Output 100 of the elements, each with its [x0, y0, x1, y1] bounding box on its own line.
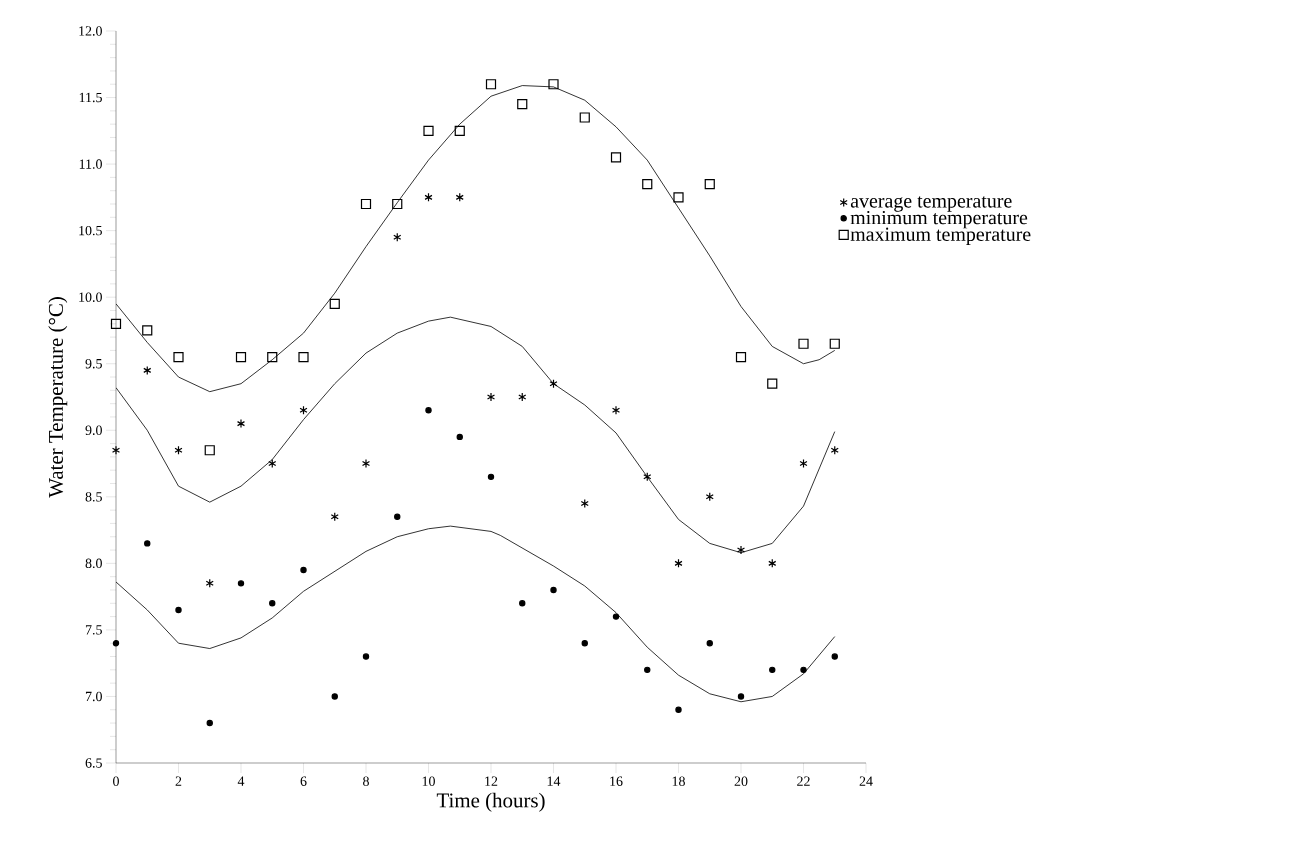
point: [424, 192, 433, 202]
point: [175, 606, 182, 614]
point: [799, 458, 808, 469]
point: [800, 666, 807, 674]
point: [644, 666, 651, 674]
y-tick-label: 7.5: [85, 625, 102, 635]
point: [550, 586, 557, 594]
point: [486, 392, 496, 402]
point: [394, 513, 401, 520]
point: [798, 338, 809, 349]
x-tick-label: 24: [859, 776, 873, 786]
y-tick-label: 9.5: [85, 359, 102, 369]
point: [769, 666, 776, 674]
point: [612, 613, 620, 620]
point: [206, 719, 213, 727]
x-tick-label: 0: [113, 776, 119, 786]
point: [267, 351, 278, 363]
y-tick-label: 11.0: [79, 159, 102, 169]
point: [455, 192, 464, 202]
y-tick-label: 9.0: [85, 425, 102, 436]
y-tick-label: 10.5: [79, 225, 102, 236]
point: [173, 351, 184, 363]
point: [110, 318, 122, 329]
point: [518, 392, 527, 402]
point: [830, 445, 839, 455]
point: [298, 351, 309, 363]
point: [674, 558, 683, 568]
point: [300, 566, 307, 574]
point: [268, 458, 277, 469]
x-tick-label: 8: [363, 776, 369, 786]
point: [611, 405, 621, 415]
y-tick-label: 8.0: [85, 558, 102, 569]
point: [737, 693, 745, 700]
point: [675, 706, 682, 713]
point: [331, 693, 338, 700]
point: [579, 112, 590, 123]
y-tick-label: 10.0: [79, 292, 102, 302]
x-tick-label: 22: [797, 776, 810, 786]
point: [706, 640, 713, 647]
point: [393, 232, 402, 242]
x-tick-label: 14: [547, 776, 561, 786]
point: [299, 405, 308, 415]
point: [517, 99, 528, 110]
point: [425, 407, 432, 414]
point: [144, 540, 151, 547]
point: [456, 433, 463, 441]
point: [361, 458, 371, 469]
point: [454, 125, 465, 136]
point: [269, 600, 276, 607]
point: [142, 325, 153, 336]
x-tick-label: 2: [175, 776, 182, 786]
point: [204, 445, 215, 456]
point: [329, 298, 340, 309]
y-tick-label: 8.5: [85, 492, 102, 502]
point: [735, 351, 747, 363]
point: [519, 600, 526, 607]
point: [704, 178, 715, 190]
point: [736, 545, 746, 555]
point: [392, 198, 403, 210]
x-tick-label: 18: [672, 776, 685, 786]
point: [829, 338, 840, 349]
point: [642, 178, 653, 190]
point: [581, 640, 588, 647]
y-tick-label: 11.5: [79, 92, 102, 103]
point: [610, 152, 622, 163]
y-tick-label: 7.0: [85, 691, 102, 702]
point: [112, 640, 120, 647]
point: [580, 498, 589, 509]
x-tick-label: 4: [237, 776, 245, 786]
point: [549, 379, 558, 389]
point: [767, 378, 778, 389]
point: [111, 445, 121, 455]
point: [705, 492, 714, 502]
point: [673, 192, 684, 203]
x-tick-label: 16: [610, 776, 623, 786]
point: [205, 578, 214, 588]
point: [423, 125, 434, 136]
point: [235, 351, 247, 363]
point: [643, 472, 652, 482]
point: [330, 512, 339, 522]
point: [548, 79, 559, 90]
y-tick-label: 6.5: [85, 758, 102, 768]
x-tick-label: 20: [734, 776, 748, 786]
x-tick-label: 6: [300, 776, 307, 786]
point: [831, 653, 838, 660]
point: [237, 580, 245, 587]
point: [487, 473, 495, 481]
point: [768, 558, 777, 568]
point: [174, 445, 183, 455]
y-tick-label: 12.0: [79, 26, 102, 36]
x-axis-title: Time (hours): [436, 792, 545, 812]
x-tick-label: 10: [422, 776, 435, 786]
y-axis-title: Water Temperature (°C): [48, 297, 68, 498]
point: [360, 198, 372, 210]
x-tick-label: 12: [485, 776, 498, 786]
legend-label: average temperature: [850, 196, 1012, 212]
point: [485, 79, 497, 90]
point: [143, 365, 152, 375]
point: [236, 419, 246, 429]
point: [362, 653, 370, 660]
